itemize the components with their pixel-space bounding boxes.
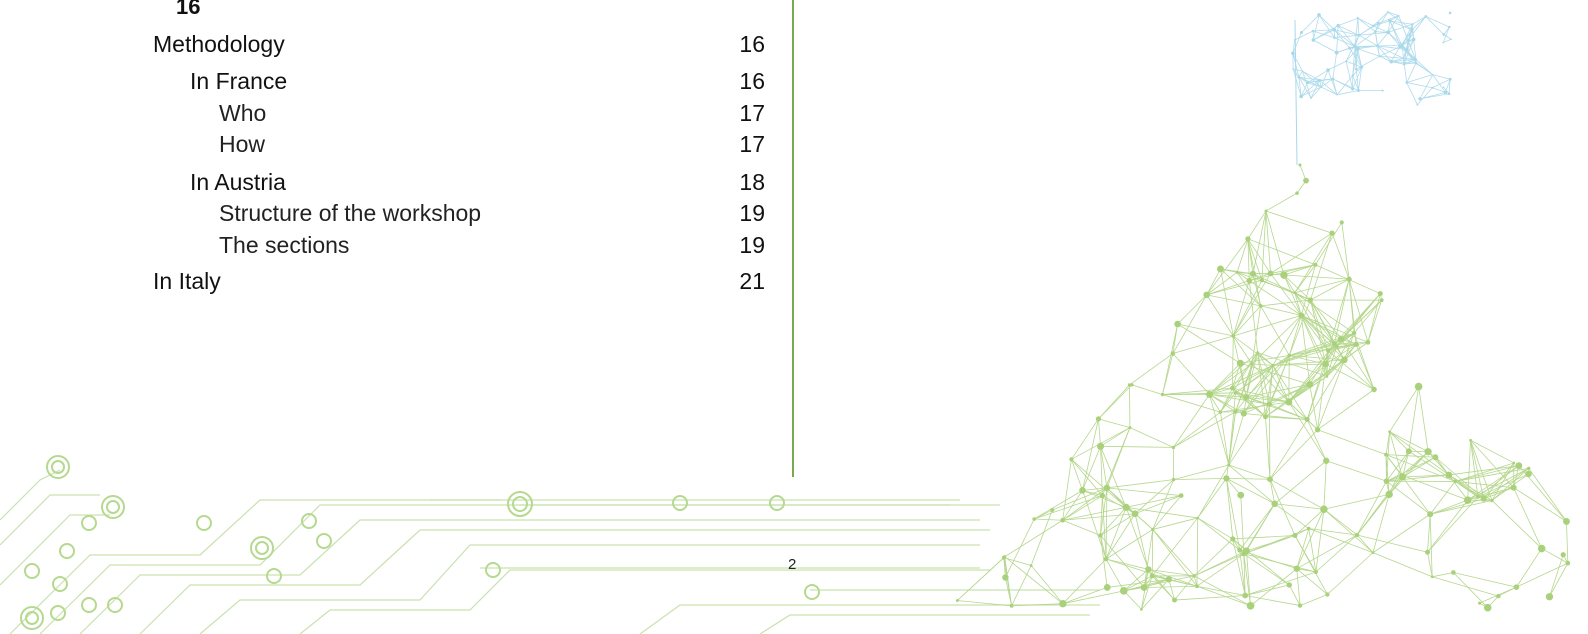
toc-entry-in-italy[interactable]: In Italy 21 bbox=[0, 268, 780, 298]
toc-entry-label: In Austria bbox=[190, 169, 286, 195]
toc-entry-in-austria[interactable]: In Austria 18 bbox=[0, 169, 780, 199]
toc-entry-label: Methodology bbox=[153, 31, 285, 57]
toc-entry-label: How bbox=[219, 131, 266, 157]
toc-entry-page: 17 bbox=[739, 131, 765, 157]
page-number: 2 bbox=[788, 556, 797, 573]
toc-entry-page: 17 bbox=[739, 100, 765, 126]
toc-entry-label: Structure of the workshop bbox=[219, 200, 482, 226]
toc-entry-label: Who bbox=[219, 100, 267, 126]
toc-entry-structure-of-the-workshop[interactable]: Structure of the workshop 19 bbox=[0, 200, 780, 230]
toc-entry-the-sections[interactable]: The sections 19 bbox=[0, 232, 780, 262]
toc-entry-page: 19 bbox=[739, 232, 765, 258]
toc-entry-label: The sections bbox=[219, 232, 350, 258]
toc-entry-page: 19 bbox=[739, 200, 765, 226]
table-of-contents: 16 Methodology 16 In France 16 Who 17 Ho… bbox=[0, 0, 780, 320]
toc-entry-methodology[interactable]: Methodology 16 bbox=[0, 31, 780, 61]
column-divider bbox=[792, 0, 794, 477]
toc-entry-label: In Italy bbox=[153, 268, 221, 294]
toc-entry-in-france[interactable]: In France 16 bbox=[0, 68, 780, 98]
toc-entry-page: 18 bbox=[739, 169, 765, 195]
toc-entry-page: 16 bbox=[739, 68, 765, 94]
toc-entry-who[interactable]: Who 17 bbox=[0, 100, 780, 130]
toc-entry-page: 21 bbox=[739, 268, 765, 294]
toc-entry-label: In France bbox=[190, 68, 288, 94]
carry-over-page-number: 16 bbox=[176, 0, 201, 19]
toc-entry-page: 16 bbox=[739, 31, 765, 57]
toc-entry-how[interactable]: How 17 bbox=[0, 131, 780, 161]
